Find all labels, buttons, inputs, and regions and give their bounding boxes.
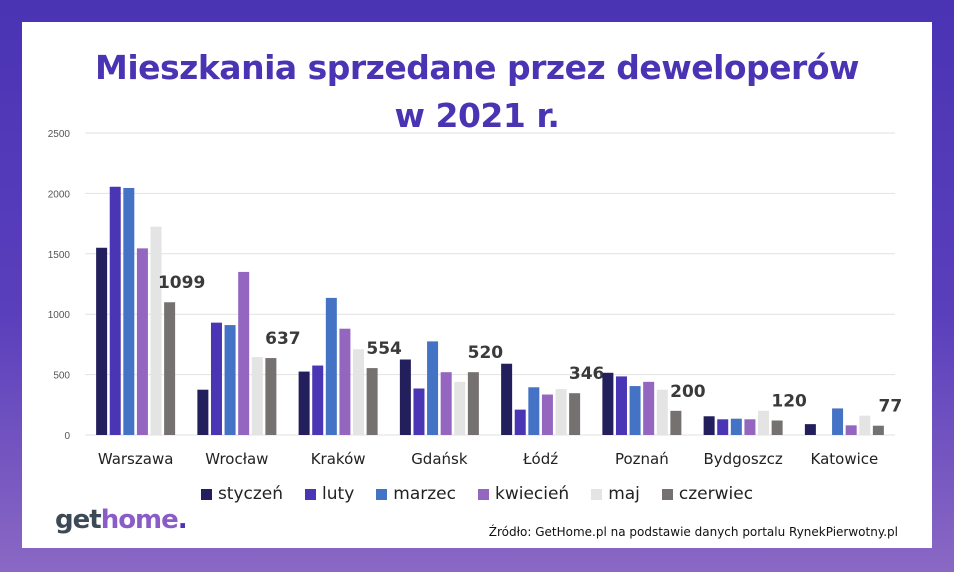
bar-czerwiec [771,420,783,435]
bar-czerwiec [467,372,479,435]
bar-kwiecień [440,372,452,435]
data-label: 346 [569,364,605,384]
data-label: 77 [879,397,903,417]
data-label: 554 [366,339,402,359]
bar-luty [413,388,425,435]
bar-czerwiec [872,425,884,435]
y-tick-label: 1500 [48,250,71,261]
legend-swatch [661,488,673,500]
bar-marzec [325,297,337,435]
bar-kwiecień [339,328,351,435]
category-label: Bydgoszcz [704,450,783,468]
category-label: Wrocław [205,450,268,468]
bar-kwiecień [643,381,655,435]
data-label: 637 [265,329,301,349]
bar-czerwiec [366,368,378,435]
bar-marzec [123,187,135,435]
y-tick-label: 0 [64,431,70,442]
source-note: Źródło: GetHome.pl na podstawie danych p… [488,525,898,539]
bar-kwiecień [238,271,250,435]
bar-maj [758,410,770,435]
legend-item: maj [591,484,640,504]
gethome-logo: gethome. [55,505,188,535]
title-line-2: w 2021 r. [394,96,560,135]
data-label: 520 [468,343,504,363]
bar-styczeń [399,359,411,435]
legend-swatch [591,488,603,500]
bar-maj [150,226,162,435]
legend-swatch [477,488,489,500]
bar-maj [656,389,668,435]
bar-kwiecień [845,425,857,435]
bar-kwiecień [541,394,553,435]
bar-luty [514,409,526,435]
category-label: Łódź [522,450,558,468]
legend-label: styczeń [217,484,284,504]
legend-swatch [200,488,212,500]
bar-czerwiec [164,302,176,435]
legend-item: luty [305,484,354,504]
legend: styczeń luty marzec kwiecień maj czerwiec [0,484,954,504]
bar-styczeń [96,247,108,435]
data-label: 120 [771,392,807,412]
bar-luty [717,419,729,435]
bar-luty [210,322,222,435]
bar-styczeń [804,424,816,435]
bar-maj [555,389,567,435]
legend-label: kwiecień [494,484,570,504]
y-tick-label: 1000 [48,310,71,321]
data-label: 1099 [158,273,205,293]
bar-maj [251,357,263,435]
legend-item: styczeń [200,484,284,504]
legend-label: marzec [393,484,456,504]
legend-label: luty [322,484,355,504]
bar-styczeń [703,416,715,435]
category-label: Warszawa [98,450,174,468]
bar-marzec [629,386,641,435]
legend-label: maj [608,484,640,504]
chart-panel [22,22,932,548]
bar-styczeń [501,363,513,435]
bar-kwiecień [136,248,148,435]
y-tick-label: 2000 [48,189,71,200]
bar-marzec [832,408,844,435]
legend-item: marzec [376,484,456,504]
legend-item: czerwiec [661,484,754,504]
y-tick-label: 500 [53,371,70,382]
bar-marzec [427,341,439,435]
y-tick-label: 2500 [48,129,71,140]
category-label: Katowice [811,450,879,468]
title-line-1: Mieszkania sprzedane przez deweloperów [94,48,860,87]
bar-maj [454,381,466,435]
bar-luty [615,376,627,435]
bar-maj [859,415,871,435]
legend-item: kwiecień [477,484,570,504]
bar-styczeń [298,371,310,435]
legend-label: czerwiec [678,484,754,504]
category-label: Gdańsk [411,450,468,468]
bar-marzec [528,387,540,435]
bar-czerwiec [569,393,581,435]
bar-styczeń [602,372,614,435]
bar-czerwiec [265,358,277,435]
category-label: Kraków [311,450,366,468]
chart-title: Mieszkania sprzedane przez deweloperów w… [0,44,954,140]
bar-czerwiec [670,410,682,435]
legend-swatch [376,488,388,500]
bar-marzec [730,418,742,435]
bar-luty [109,186,121,435]
bar-marzec [224,325,236,435]
bar-styczeń [197,389,209,435]
bar-luty [312,365,324,435]
bar-maj [353,349,365,435]
category-label: Poznań [615,450,669,468]
legend-swatch [305,488,317,500]
bar-kwiecień [744,419,756,435]
data-label: 200 [670,382,706,402]
